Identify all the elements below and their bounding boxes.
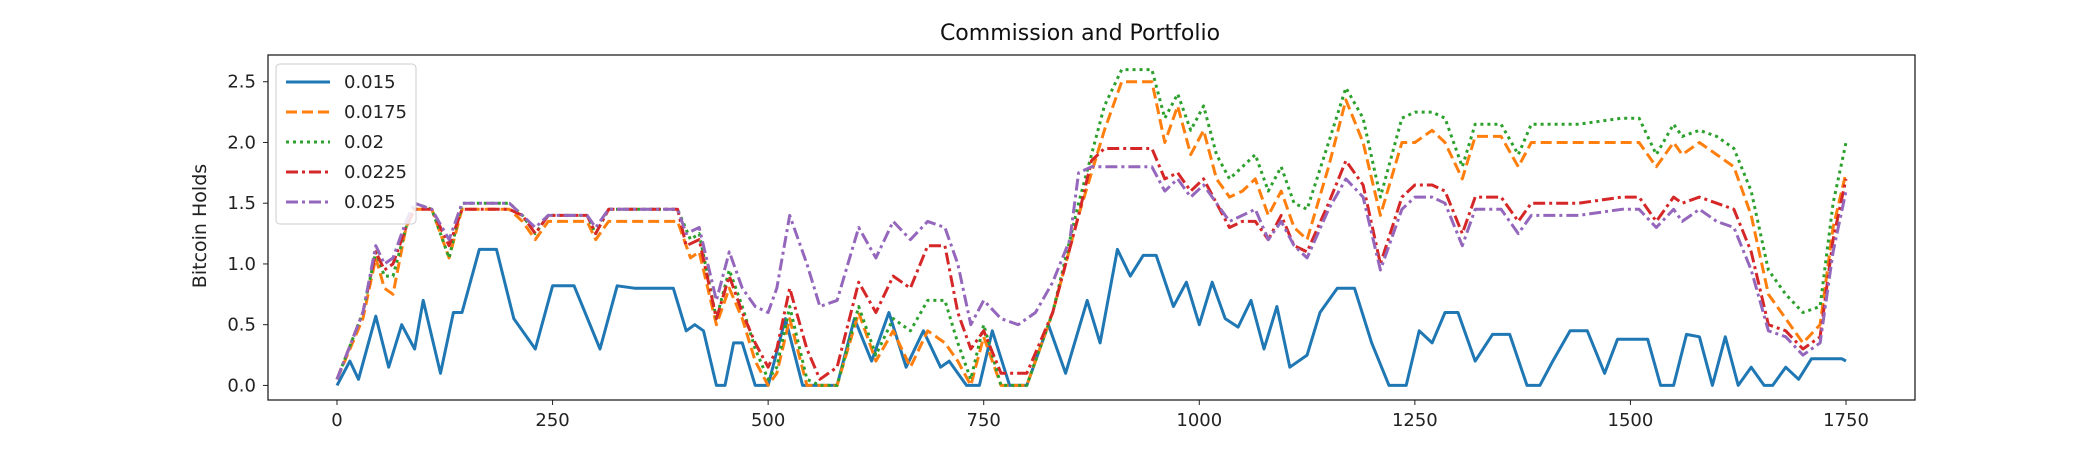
x-tick-label: 1750 <box>1823 410 1869 431</box>
x-tick-label: 750 <box>967 410 1001 431</box>
x-tick-label: 250 <box>535 410 569 431</box>
y-tick-label: 2.0 <box>227 132 256 153</box>
y-axis-label: Bitcoin Holds <box>189 164 211 288</box>
y-tick-label: 1.0 <box>227 254 256 275</box>
legend-label-1: 0.015 <box>344 72 396 93</box>
x-tick-label: 0 <box>331 410 342 431</box>
chart-title: Commission and Portfolio <box>940 21 1220 46</box>
y-tick-label: 2.5 <box>227 72 256 93</box>
series-line-5 <box>335 165 1848 380</box>
legend-label-4: 0.0225 <box>344 162 407 183</box>
legend-label-5: 0.025 <box>344 192 396 213</box>
x-tick-label: 1250 <box>1392 410 1438 431</box>
x-tick-label: 1500 <box>1608 410 1654 431</box>
plot-area: 0 250 500 750 1000 1250 1500 1750 0.0 0.5 1.0 1.5 2.… <box>227 54 1916 431</box>
series-line-2 <box>335 80 1848 387</box>
y-tick-label: 0.5 <box>227 315 256 336</box>
series-line-1 <box>335 247 1847 387</box>
y-tick-label: 1.5 <box>227 193 256 214</box>
x-tick-label: 1000 <box>1176 410 1222 431</box>
x-tick-label: 500 <box>751 410 785 431</box>
y-tick-label: 0.0 <box>227 375 256 396</box>
legend-label-2: 0.0175 <box>344 102 407 123</box>
legend-box <box>275 63 417 225</box>
legend-label-3: 0.02 <box>344 132 384 153</box>
plot-frame <box>267 54 1916 401</box>
